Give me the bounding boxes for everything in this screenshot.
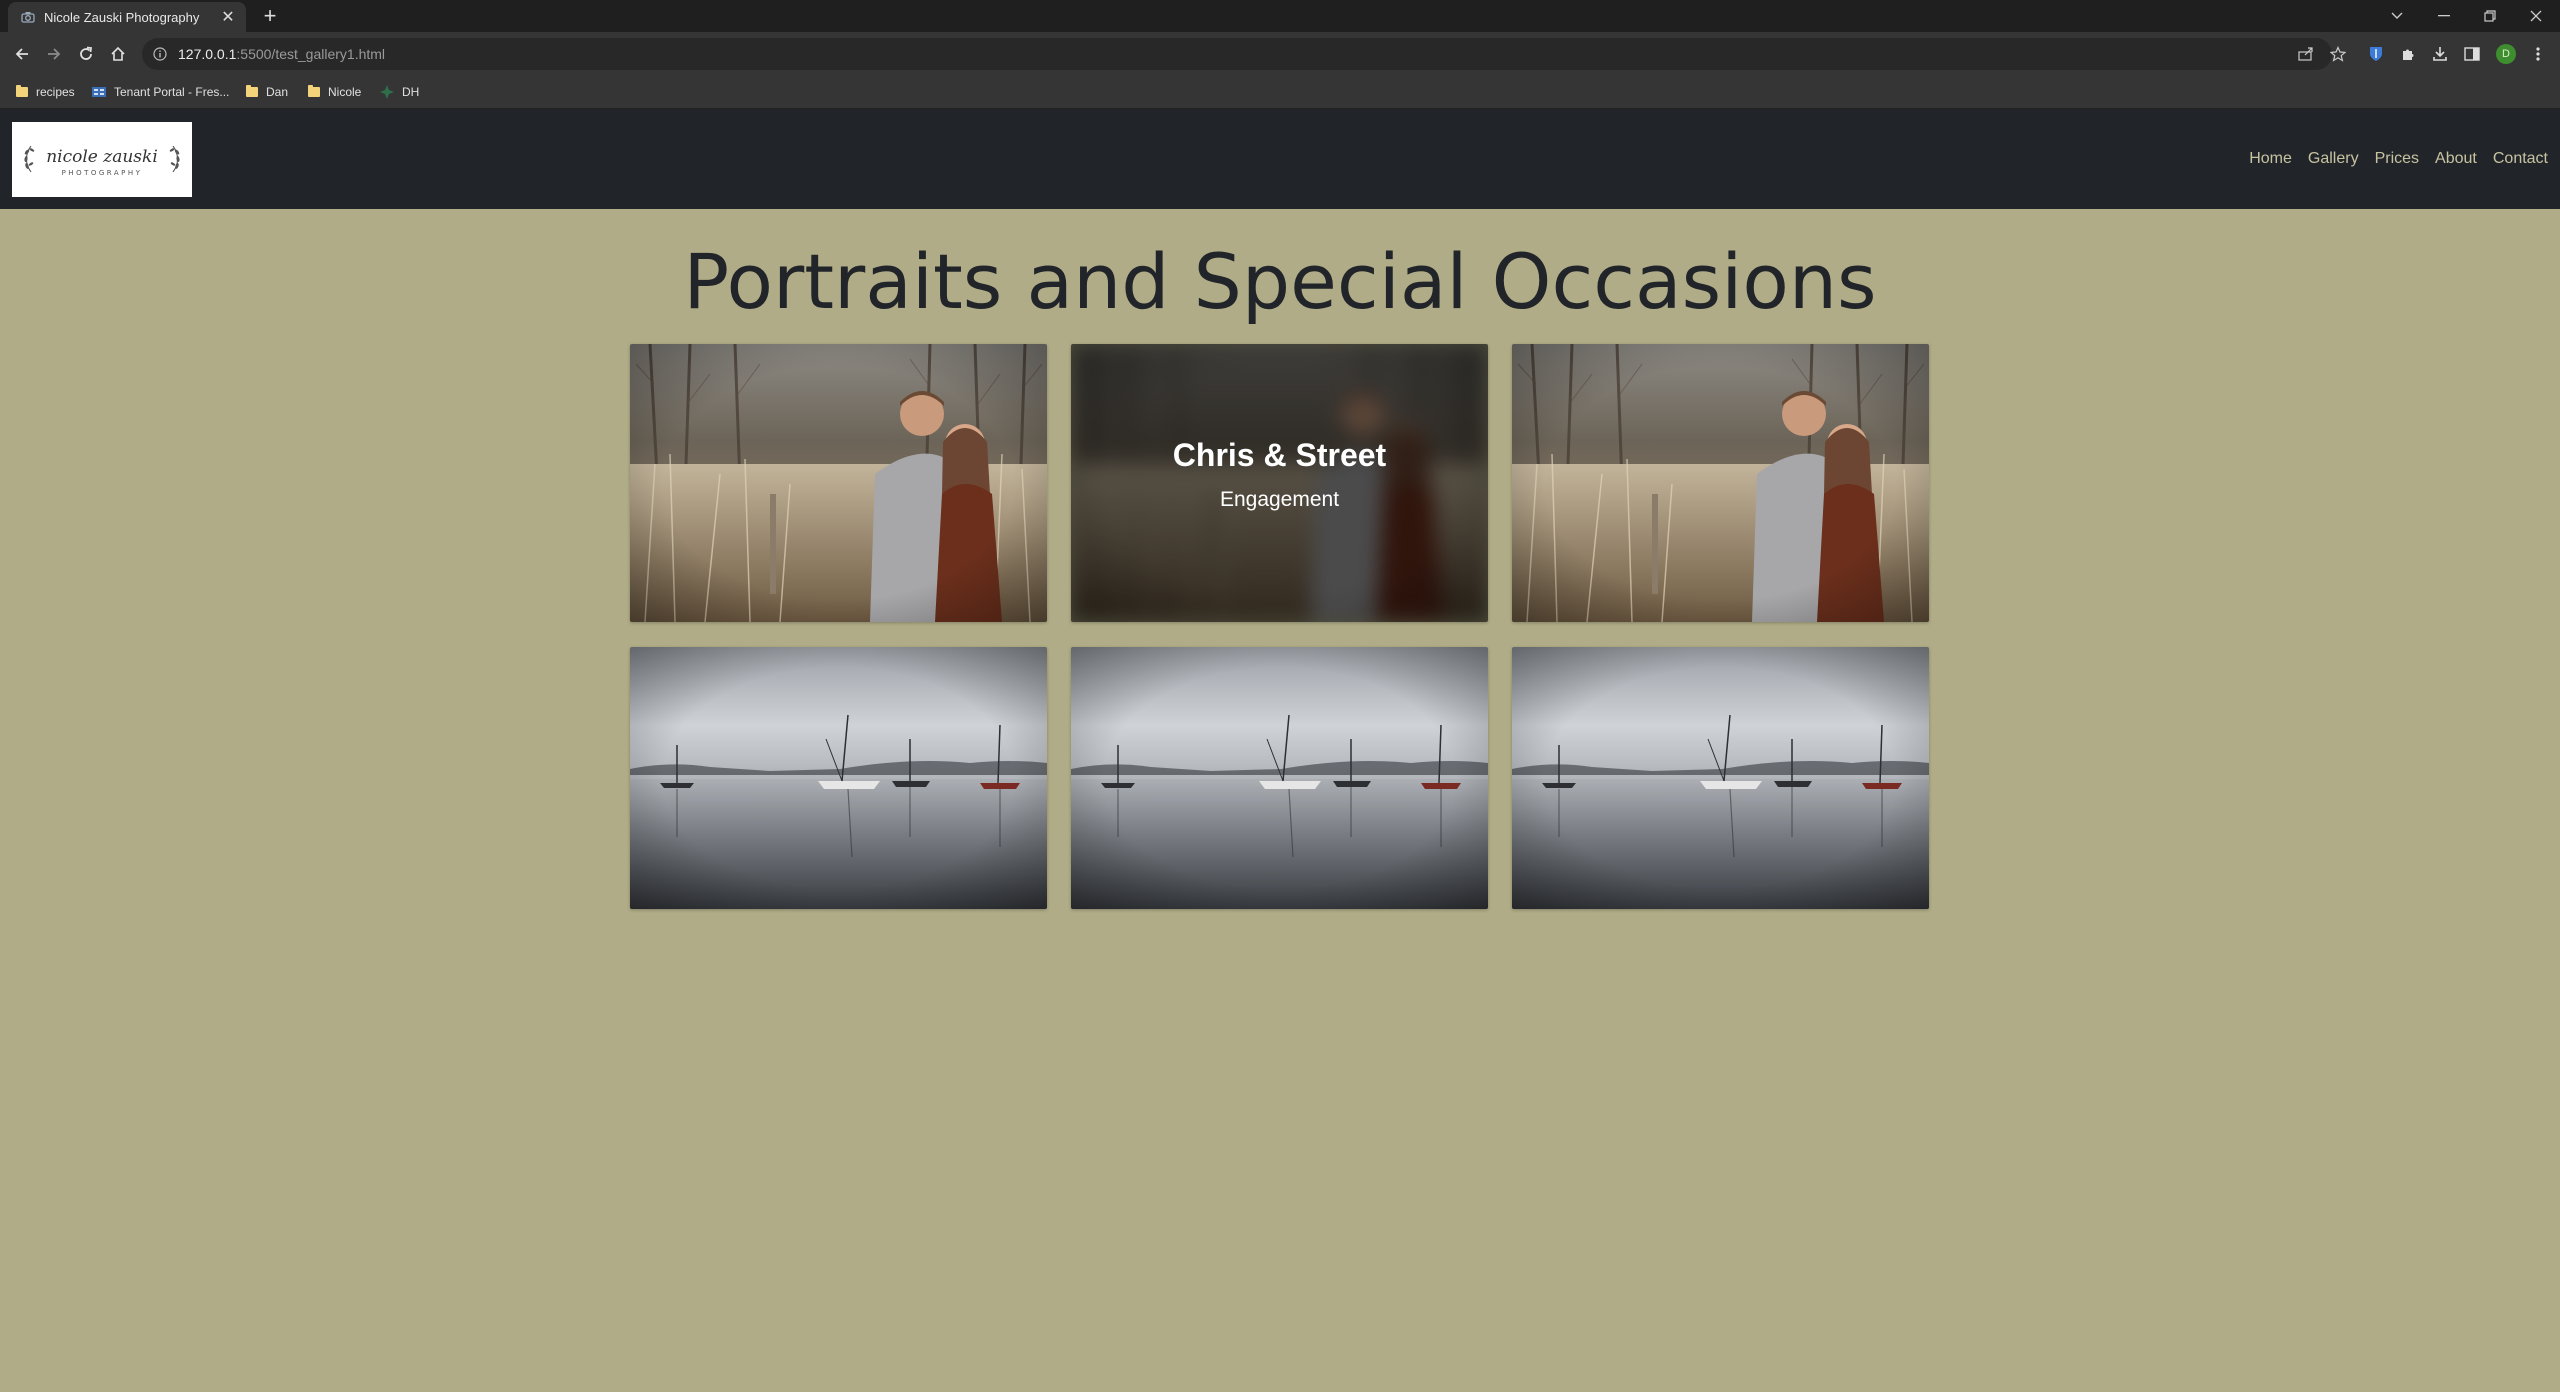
- browser-menu-icon[interactable]: [2528, 44, 2548, 64]
- restore-icon[interactable]: [2467, 0, 2513, 32]
- password-manager-extension-icon[interactable]: [2366, 44, 2386, 64]
- gallery-photo-1[interactable]: [630, 344, 1047, 622]
- profile-initial: D: [2496, 44, 2516, 64]
- minimize-icon[interactable]: [2421, 0, 2467, 32]
- browser-toolbar: 127.0.0.1:5500/test_gallery1.html D: [0, 32, 2560, 76]
- bookmark-dh[interactable]: DH: [380, 82, 419, 102]
- folder-icon: [16, 85, 28, 97]
- site-navbar: nicole zauski PHOTOGRAPHY Home Gallery P…: [0, 109, 2560, 209]
- engagement-couple-photo: [1512, 344, 1929, 622]
- tab-search-icon[interactable]: [2374, 0, 2420, 32]
- gallery-photo-5[interactable]: [1071, 647, 1488, 909]
- reload-icon[interactable]: [72, 40, 100, 68]
- profile-avatar[interactable]: D: [2496, 44, 2516, 64]
- download-icon[interactable]: [2430, 44, 2450, 64]
- tab-title: Nicole Zauski Photography: [44, 9, 200, 25]
- side-panel-icon[interactable]: [2462, 44, 2482, 64]
- close-window-icon[interactable]: [2513, 0, 2559, 32]
- address-bar[interactable]: 127.0.0.1:5500/test_gallery1.html: [142, 38, 2332, 70]
- tenant-portal-icon: [92, 86, 106, 98]
- bookmark-label: Nicole: [328, 85, 362, 99]
- bookmarks-bar: recipes Tenant Portal - Fres... Dan Nico…: [0, 76, 2560, 109]
- nav-link-contact[interactable]: Contact: [2492, 150, 2548, 167]
- forward-icon[interactable]: [40, 40, 68, 68]
- gallery-session-type: Engagement: [1219, 487, 1340, 511]
- gallery-client-name: Chris & Street: [1172, 436, 1387, 473]
- bookmark-star-icon[interactable]: [2328, 44, 2348, 64]
- browser-tab[interactable]: Nicole Zauski Photography ✕: [8, 2, 246, 32]
- folder-icon: [246, 85, 258, 97]
- bookmark-label: DH: [402, 85, 420, 99]
- bookmark-label: recipes: [36, 85, 75, 99]
- foggy-lake-sailboats-photo: [630, 647, 1047, 909]
- url-path: :5500/test_gallery1.html: [236, 46, 386, 62]
- site-logo[interactable]: nicole zauski PHOTOGRAPHY: [12, 122, 192, 197]
- back-icon[interactable]: [8, 40, 36, 68]
- logo-script-text: nicole zauski: [46, 147, 158, 167]
- home-icon[interactable]: [104, 40, 132, 68]
- foggy-lake-sailboats-photo: [1512, 647, 1929, 909]
- url-host: 127.0.0.1: [178, 46, 237, 62]
- gallery-photo-6[interactable]: [1512, 647, 1929, 909]
- site-nav-links: Home Gallery Prices About Contact: [2233, 109, 2548, 209]
- folder-icon: [308, 85, 320, 97]
- logo-graphic: nicole zauski PHOTOGRAPHY: [24, 145, 180, 177]
- gallery-photo-3[interactable]: [1512, 344, 1929, 622]
- engagement-couple-photo: [630, 344, 1047, 622]
- nav-link-prices[interactable]: Prices: [2374, 150, 2420, 167]
- close-tab-icon[interactable]: ✕: [221, 9, 235, 26]
- foggy-lake-sailboats-photo: [1071, 647, 1488, 909]
- dh-icon: [380, 85, 394, 99]
- bookmark-nicole[interactable]: Nicole: [308, 82, 361, 102]
- extensions-puzzle-icon[interactable]: [2398, 44, 2418, 64]
- share-icon[interactable]: [2296, 44, 2316, 64]
- bookmark-recipes[interactable]: recipes: [16, 82, 75, 102]
- new-tab-icon[interactable]: +: [263, 3, 277, 28]
- page-title: Portraits and Special Occasions: [683, 237, 1877, 326]
- nav-link-gallery[interactable]: Gallery: [2307, 150, 2359, 167]
- site-info-icon[interactable]: [152, 46, 168, 62]
- bookmark-label: Tenant Portal - Fres...: [114, 85, 230, 99]
- gallery-hover-overlay[interactable]: Chris & Street Engagement: [1071, 344, 1488, 622]
- nav-link-home[interactable]: Home: [2249, 150, 2292, 167]
- camera-favicon-icon: [20, 9, 36, 25]
- nav-link-about[interactable]: About: [2435, 150, 2477, 167]
- bookmark-dan[interactable]: Dan: [246, 82, 288, 102]
- bookmark-tenant-portal[interactable]: Tenant Portal - Fres...: [92, 82, 229, 102]
- bookmark-label: Dan: [266, 85, 289, 99]
- logo-caps-text: PHOTOGRAPHY: [62, 169, 143, 177]
- gallery-photo-4[interactable]: [630, 647, 1047, 909]
- url-text: 127.0.0.1:5500/test_gallery1.html: [178, 46, 385, 62]
- browser-tabstrip: Nicole Zauski Photography ✕ +: [0, 0, 2560, 32]
- gallery-photo-2[interactable]: Chris & Street Engagement: [1071, 344, 1488, 622]
